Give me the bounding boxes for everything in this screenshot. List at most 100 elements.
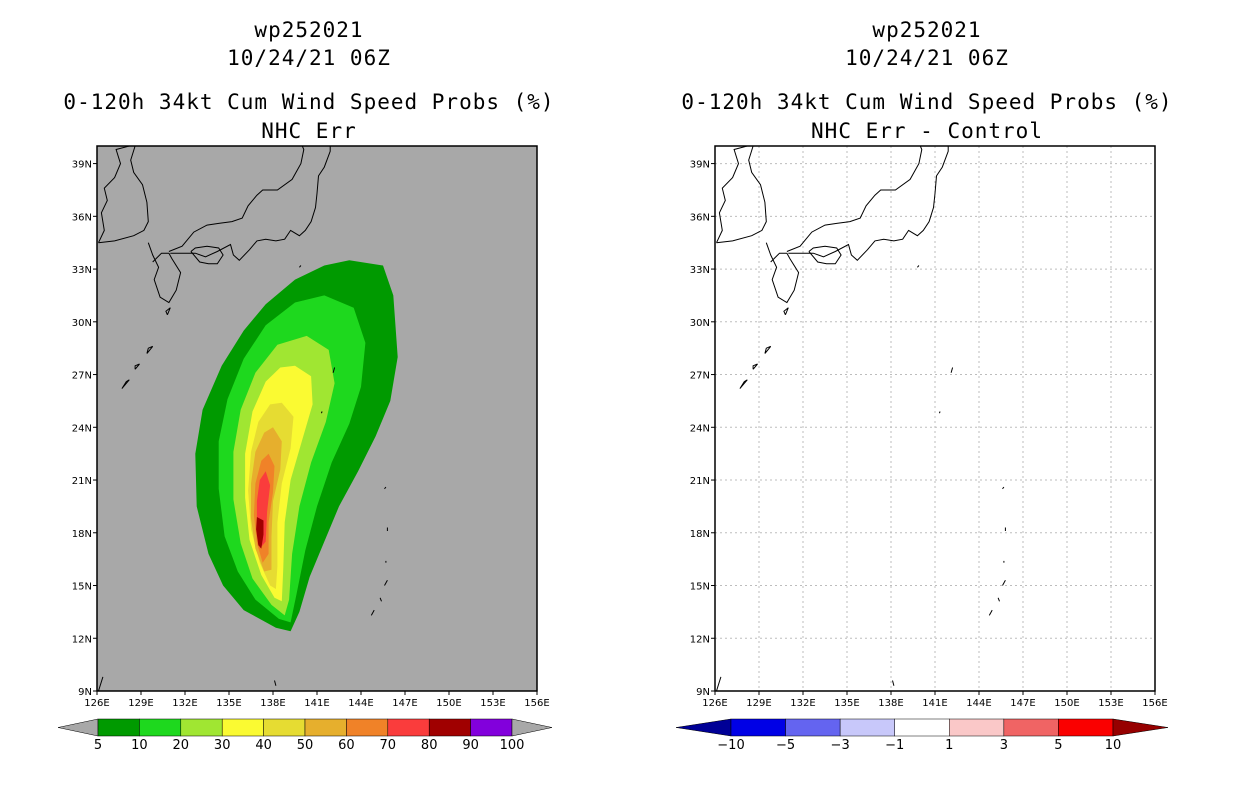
x-tick-label: 126E [702, 698, 727, 709]
coastline [332, 367, 336, 373]
colorbar-label: 10 [131, 738, 148, 753]
y-tick-label: 24N [690, 423, 710, 434]
coastline [98, 145, 149, 244]
coastline [147, 242, 182, 304]
x-tick-label: 129E [128, 698, 153, 709]
panel-nhc-err-control: wp252021 10/24/21 06Z 0-120h 34kt Cum Wi… [618, 0, 1236, 800]
colorbar-label: −10 [717, 738, 744, 753]
colorbar-label: 30 [214, 738, 231, 753]
probability-map: 126E 129E 132E 135E 138E 141E 144E 147E 150E 153E… [57, 145, 553, 753]
colorbar-label: 3 [1000, 738, 1008, 753]
coastline [716, 145, 767, 244]
x-tick-label: 126E [84, 698, 109, 709]
colorbar-segment [730, 718, 786, 737]
coastline [146, 345, 154, 354]
coastline [168, 145, 305, 252]
coastline [274, 680, 277, 686]
panel-nhc-err: wp252021 10/24/21 06Z 0-120h 34kt Cum Wi… [57, 18, 554, 753]
coastline [917, 265, 920, 268]
coastline [716, 676, 722, 692]
storm-id: wp252021 [254, 18, 364, 42]
y-tick-label: 12N [690, 634, 710, 645]
colorbar-label: −3 [831, 738, 850, 753]
x-tick-label: 141E [922, 698, 947, 709]
x-tick-label: 150E [436, 698, 461, 709]
coastline [788, 146, 949, 261]
colorbar-label: −5 [776, 738, 795, 753]
coastline [765, 242, 800, 304]
coastline [1002, 579, 1006, 586]
x-tick-label: 132E [172, 698, 197, 709]
colorbar-label: 10 [1105, 738, 1122, 753]
coastline [98, 676, 104, 692]
y-tick-label: 27N [72, 371, 92, 382]
colorbar-label: 80 [421, 738, 438, 753]
y-tick-label: 21N [72, 476, 92, 487]
colorbar-label: 5 [94, 738, 102, 753]
coastline [752, 363, 758, 370]
y-tick-label: 24N [72, 423, 92, 434]
chart-subtitle: NHC Err - Control [811, 119, 1043, 143]
x-tick-label: 147E [392, 698, 417, 709]
x-tick-label: 144E [348, 698, 373, 709]
coastline [892, 680, 895, 686]
x-tick-label: 153E [480, 698, 505, 709]
colorbar-extend-high [1112, 718, 1169, 737]
colorbar-segment [785, 718, 841, 737]
coastline [1002, 486, 1005, 490]
x-tick-label: 144E [966, 698, 991, 709]
y-tick-label: 36N [690, 212, 710, 223]
coastline [783, 307, 789, 315]
y-tick-label: 15N [690, 582, 710, 593]
contour-80-percent [256, 517, 264, 549]
coastline [370, 609, 375, 616]
coastline [988, 609, 993, 616]
y-tick-label: 36N [72, 212, 92, 223]
coastline [98, 145, 146, 243]
x-tick-label: 150E [1054, 698, 1079, 709]
y-tick-label: 9N [78, 687, 92, 698]
datetime: 10/24/21 06Z [845, 46, 1009, 70]
colorbar-label: −1 [885, 738, 904, 753]
x-tick-label: 141E [304, 698, 329, 709]
colorbar-segment [1003, 718, 1059, 737]
storm-id: wp252021 [872, 18, 982, 42]
y-tick-label: 27N [690, 371, 710, 382]
y-tick-label: 30N [72, 318, 92, 329]
colorbar-label: 60 [338, 738, 355, 753]
coastline [764, 345, 772, 354]
x-tick-label: 135E [216, 698, 241, 709]
coastline [121, 379, 130, 389]
coastline [739, 379, 748, 389]
colorbar-label: 5 [1054, 738, 1062, 753]
x-tick-label: 132E [790, 698, 815, 709]
colorbar-label: 1 [945, 738, 953, 753]
x-tick-label: 147E [1010, 698, 1035, 709]
y-tick-label: 30N [690, 318, 710, 329]
y-tick-label: 21N [690, 476, 710, 487]
coastline [190, 245, 224, 265]
y-tick-label: 18N [690, 529, 710, 540]
y-tick-label: 39N [690, 160, 710, 171]
coastline [786, 145, 923, 252]
coastline [950, 367, 954, 373]
x-tick-label: 156E [524, 698, 549, 709]
coastline [299, 265, 302, 268]
colorbar-label: 90 [462, 738, 479, 753]
datetime: 10/24/21 06Z [227, 46, 391, 70]
colorbar-segment [949, 718, 1005, 737]
colorbar-label: 50 [297, 738, 314, 753]
chart-title: 0-120h 34kt Cum Wind Speed Probs (%) [681, 90, 1173, 114]
coastline [134, 363, 140, 370]
coastline [808, 245, 842, 265]
colorbar-label: 100 [500, 738, 525, 753]
x-tick-label: 129E [746, 698, 771, 709]
colorbar-extend-high [511, 718, 553, 737]
x-tick-label: 135E [834, 698, 859, 709]
coastline [716, 145, 764, 243]
x-tick-label: 138E [260, 698, 285, 709]
coastline [320, 411, 323, 414]
colorbar-label: 20 [173, 738, 190, 753]
colorbar-segment [894, 718, 950, 737]
